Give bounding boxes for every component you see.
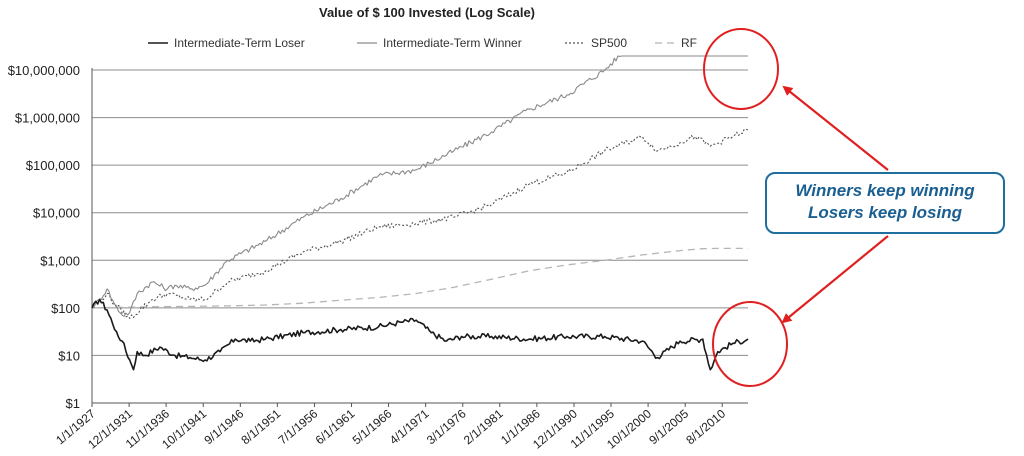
legend-label: RF	[681, 36, 697, 50]
series-line-intermediate-term-winner	[92, 55, 748, 317]
x-tick-label: 6/1/1961	[313, 406, 358, 447]
chart-title: Value of $ 100 Invested (Log Scale)	[319, 5, 535, 20]
callout-line-losers: Losers keep losing	[808, 203, 962, 222]
y-axis: $1 $10 $100 $1,000 $10,000 $100,000 $1,000,000…	[8, 63, 80, 411]
x-tick-label: 9/1/2005	[646, 406, 691, 447]
y-tick-label: $10,000,000	[8, 63, 80, 78]
legend: Intermediate-Term Loser Intermediate-Term…	[148, 36, 697, 50]
x-tick-label: 3/1/1976	[424, 406, 469, 447]
y-tick-label: $1	[66, 396, 80, 411]
x-tick-label: 8/1/2010	[683, 406, 728, 447]
series-line-sp500	[91, 128, 749, 319]
y-tick-label: $1,000	[40, 253, 80, 268]
x-tick-label: 8/1/1951	[238, 406, 283, 447]
x-tick-label: 4/1/1971	[387, 406, 432, 447]
y-tick-label: $100,000	[26, 158, 80, 173]
highlight-circle-winners	[703, 28, 779, 110]
series-line-intermediate-term-loser	[91, 298, 749, 371]
x-tick-label: 9/1/1946	[201, 406, 246, 447]
x-axis: 1/1/192712/1/193111/1/193610/1/19419/1/1…	[53, 403, 728, 452]
legend-label: Intermediate-Term Winner	[383, 36, 522, 50]
y-tick-label: $10,000	[33, 206, 80, 221]
x-tick-label: 7/1/1956	[276, 406, 321, 447]
annotation-callout: Winners keep winning Losers keep losing	[765, 172, 1005, 234]
arrow-to-winners	[782, 85, 889, 171]
y-tick-label: $100	[51, 301, 80, 316]
legend-label: SP500	[591, 36, 627, 50]
legend-label: Intermediate-Term Loser	[174, 36, 305, 50]
x-tick-label: 5/1/1966	[350, 406, 395, 447]
y-tick-label: $1,000,000	[15, 111, 80, 126]
callout-line-winners: Winners keep winning	[795, 181, 975, 200]
series-lines	[91, 55, 749, 371]
y-tick-label: $10	[58, 348, 80, 363]
gridlines	[91, 68, 748, 404]
arrow-to-losers	[781, 235, 889, 324]
highlight-circle-losers	[712, 301, 788, 387]
annotation-overlay	[703, 28, 889, 387]
x-tick-label: 2/1/1981	[461, 406, 506, 447]
